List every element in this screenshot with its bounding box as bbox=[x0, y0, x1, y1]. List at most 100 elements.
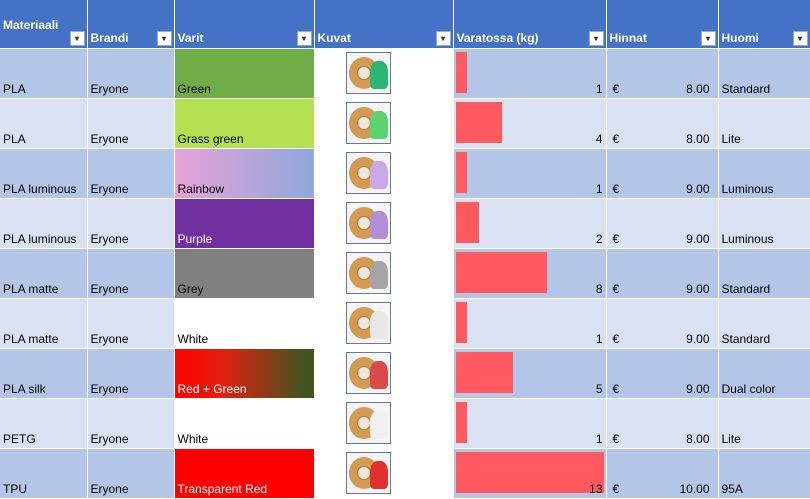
cell-color[interactable]: White bbox=[174, 298, 315, 349]
cell-stock[interactable]: 5 bbox=[453, 348, 607, 399]
cell-brand[interactable]: Eryone bbox=[87, 298, 175, 349]
cell-color[interactable]: Grass green bbox=[174, 98, 315, 149]
price-amount: 9.00 bbox=[686, 332, 710, 346]
cell-note[interactable]: Lite bbox=[718, 398, 810, 449]
currency-symbol: € bbox=[612, 332, 620, 346]
printed-model-icon bbox=[369, 411, 388, 439]
cell-color[interactable]: Rainbow bbox=[174, 148, 315, 199]
cell-material[interactable]: PETG bbox=[0, 398, 88, 449]
filament-spool-image[interactable] bbox=[345, 252, 391, 294]
filter-dropdown-icon[interactable]: ▾ bbox=[700, 31, 716, 46]
cell-stock[interactable]: 1 bbox=[453, 148, 607, 199]
cell-stock[interactable]: 1 bbox=[453, 48, 607, 99]
spool-hub-icon bbox=[356, 216, 371, 230]
header-label: Hinnat bbox=[609, 31, 647, 45]
stock-value: 8 bbox=[595, 282, 603, 296]
cell-price[interactable]: €9.00 bbox=[606, 148, 719, 199]
filament-spool-image[interactable] bbox=[345, 52, 391, 94]
cell-price[interactable]: €9.00 bbox=[606, 298, 719, 349]
cell-color[interactable]: Grey bbox=[174, 248, 315, 299]
currency-symbol: € bbox=[612, 382, 620, 396]
cell-image[interactable] bbox=[314, 448, 454, 499]
cell-material[interactable]: TPU bbox=[0, 448, 88, 499]
cell-note[interactable]: Standard bbox=[718, 48, 810, 99]
header-label: Brandi bbox=[90, 31, 129, 45]
cell-stock[interactable]: 8 bbox=[453, 248, 607, 299]
printed-model-icon bbox=[369, 211, 388, 239]
filament-spool-image[interactable] bbox=[345, 102, 391, 144]
cell-material[interactable]: PLA luminous bbox=[0, 148, 88, 199]
cell-price[interactable]: €9.00 bbox=[606, 248, 719, 299]
cell-note[interactable]: Luminous bbox=[718, 198, 810, 249]
cell-material[interactable]: PLA bbox=[0, 48, 88, 99]
filter-dropdown-icon[interactable]: ▾ bbox=[296, 31, 312, 46]
header-label: Varit bbox=[177, 31, 204, 45]
cell-material[interactable]: PLA matte bbox=[0, 298, 88, 349]
cell-price[interactable]: €10.00 bbox=[606, 448, 719, 499]
cell-brand[interactable]: Eryone bbox=[87, 48, 175, 99]
cell-brand[interactable]: Eryone bbox=[87, 448, 175, 499]
cell-image[interactable] bbox=[314, 248, 454, 299]
filament-spool-image[interactable] bbox=[345, 302, 391, 344]
stock-value: 2 bbox=[595, 232, 603, 246]
cell-price[interactable]: €8.00 bbox=[606, 48, 719, 99]
cell-image[interactable] bbox=[314, 298, 454, 349]
cell-image[interactable] bbox=[314, 48, 454, 99]
cell-image[interactable] bbox=[314, 148, 454, 199]
cell-note[interactable]: Lite bbox=[718, 98, 810, 149]
filter-dropdown-icon[interactable]: ▾ bbox=[156, 31, 172, 46]
cell-price[interactable]: €8.00 bbox=[606, 398, 719, 449]
cell-brand[interactable]: Eryone bbox=[87, 348, 175, 399]
spool-hub-icon bbox=[356, 266, 371, 280]
cell-stock[interactable]: 2 bbox=[453, 198, 607, 249]
cell-stock[interactable]: 4 bbox=[453, 98, 607, 149]
cell-brand[interactable]: Eryone bbox=[87, 248, 175, 299]
table-row: PLA matte Eryone Grey 8 €9.00 Standard bbox=[0, 248, 810, 299]
currency-symbol: € bbox=[612, 432, 620, 446]
cell-price[interactable]: €9.00 bbox=[606, 348, 719, 399]
filter-dropdown-icon[interactable]: ▾ bbox=[792, 31, 808, 46]
price-amount: 8.00 bbox=[686, 432, 710, 446]
cell-note[interactable]: Standard bbox=[718, 248, 810, 299]
cell-note[interactable]: 95A bbox=[718, 448, 810, 499]
stock-value: 5 bbox=[595, 382, 603, 396]
cell-image[interactable] bbox=[314, 98, 454, 149]
cell-color[interactable]: Red + Green bbox=[174, 348, 315, 399]
cell-image[interactable] bbox=[314, 348, 454, 399]
stock-value: 1 bbox=[595, 82, 603, 96]
filament-spool-image[interactable] bbox=[345, 352, 391, 394]
sort-filter-icon[interactable]: ▾ bbox=[588, 31, 604, 46]
cell-material[interactable]: PLA bbox=[0, 98, 88, 149]
cell-note[interactable]: Standard bbox=[718, 298, 810, 349]
filament-spool-image[interactable] bbox=[345, 202, 391, 244]
filter-dropdown-icon[interactable]: ▾ bbox=[435, 31, 451, 46]
spool-hub-icon bbox=[356, 316, 371, 330]
cell-stock[interactable]: 1 bbox=[453, 298, 607, 349]
cell-material[interactable]: PLA matte bbox=[0, 248, 88, 299]
cell-color[interactable]: Transparent Red bbox=[174, 448, 315, 499]
cell-brand[interactable]: Eryone bbox=[87, 148, 175, 199]
stock-data-bar bbox=[455, 352, 513, 393]
cell-note[interactable]: Luminous bbox=[718, 148, 810, 199]
cell-material[interactable]: PLA luminous bbox=[0, 198, 88, 249]
filament-spool-image[interactable] bbox=[345, 402, 391, 444]
cell-color[interactable]: White bbox=[174, 398, 315, 449]
cell-brand[interactable]: Eryone bbox=[87, 398, 175, 449]
cell-brand[interactable]: Eryone bbox=[87, 98, 175, 149]
cell-price[interactable]: €8.00 bbox=[606, 98, 719, 149]
spool-hub-icon bbox=[356, 166, 371, 180]
cell-material[interactable]: PLA silk bbox=[0, 348, 88, 399]
cell-image[interactable] bbox=[314, 198, 454, 249]
cell-stock[interactable]: 13 bbox=[453, 448, 607, 499]
cell-stock[interactable]: 1 bbox=[453, 398, 607, 449]
cell-brand[interactable]: Eryone bbox=[87, 198, 175, 249]
filament-spool-image[interactable] bbox=[345, 152, 391, 194]
cell-color[interactable]: Purple bbox=[174, 198, 315, 249]
cell-price[interactable]: €9.00 bbox=[606, 198, 719, 249]
filament-spool-image[interactable] bbox=[345, 452, 391, 494]
cell-color[interactable]: Green bbox=[174, 48, 315, 99]
cell-image[interactable] bbox=[314, 398, 454, 449]
filter-dropdown-icon[interactable]: ▾ bbox=[69, 31, 85, 46]
cell-note[interactable]: Dual color bbox=[718, 348, 810, 399]
header-huomi: Huomi ▾ bbox=[718, 0, 810, 49]
